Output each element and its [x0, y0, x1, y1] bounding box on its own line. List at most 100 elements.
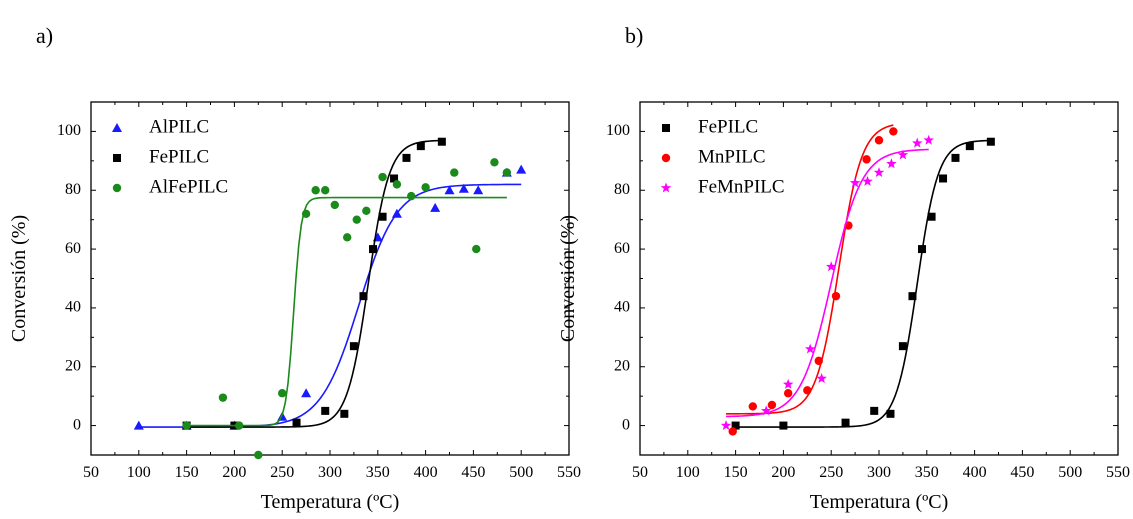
data-point: [927, 212, 936, 221]
data-point: [407, 191, 416, 201]
data-point: [292, 418, 301, 427]
x-tick-label: 100: [676, 464, 700, 481]
data-point: [340, 409, 349, 418]
fit-curve-FePILC: [735, 139, 991, 428]
y-tick-label: 60: [614, 240, 630, 257]
data-point: [728, 427, 737, 436]
x-tick-label: 300: [867, 464, 891, 481]
x-tick-label: 500: [509, 464, 533, 481]
x-tick-label: 500: [1058, 464, 1082, 481]
x-tick-label: 550: [557, 464, 581, 481]
data-point: [390, 174, 399, 183]
data-point: [862, 155, 871, 164]
data-point: [458, 183, 469, 193]
data-point: [782, 378, 794, 389]
y-tick-label: 80: [614, 181, 630, 198]
fit-curve-MnPILC: [726, 124, 894, 415]
y-tick-label: 100: [606, 122, 630, 139]
data-point: [254, 450, 263, 460]
fit-curve-FePILC: [186, 139, 442, 428]
legend-marker-MnPILC: [661, 153, 671, 163]
x-tick-label: 250: [819, 464, 843, 481]
data-point: [779, 421, 788, 430]
x-axis-title: Temperatura (ºC): [810, 491, 949, 513]
fit-curve-AlPILC: [138, 183, 522, 428]
data-point: [912, 137, 923, 148]
x-tick-label: 450: [1010, 464, 1034, 481]
y-tick-label: 100: [57, 122, 81, 139]
data-point: [359, 292, 368, 301]
y-tick-label: 40: [614, 299, 630, 316]
x-tick-label: 350: [366, 464, 390, 481]
data-point: [218, 393, 228, 402]
data-point: [731, 421, 740, 430]
data-point: [278, 389, 287, 398]
data-point: [301, 388, 312, 398]
y-tick-label: 0: [73, 416, 81, 433]
data-point: [908, 292, 917, 301]
data-point: [886, 409, 895, 418]
data-point: [362, 206, 371, 216]
data-point: [430, 202, 441, 212]
x-tick-label: 50: [83, 464, 99, 481]
fit-curve-AlFePILC: [186, 196, 507, 427]
data-point: [760, 405, 772, 416]
data-point: [321, 186, 330, 195]
series-AlFePILC: [182, 158, 512, 460]
data-point: [301, 209, 311, 218]
x-tick-label: 400: [963, 464, 987, 481]
x-tick-label: 150: [724, 464, 748, 481]
series-FeMnPILC: [720, 134, 934, 431]
data-point: [986, 137, 995, 146]
legend-label: FePILC: [698, 116, 758, 137]
data-point: [330, 200, 339, 210]
data-point: [437, 137, 446, 146]
data-point: [391, 208, 402, 218]
data-point: [378, 212, 387, 221]
data-point: [886, 158, 897, 169]
data-point: [444, 185, 455, 195]
y-tick-label: 80: [65, 181, 81, 198]
legend-marker-AlFePILC: [112, 183, 122, 193]
data-point: [352, 215, 361, 224]
data-point: [814, 356, 823, 366]
x-tick-label: 250: [270, 464, 294, 481]
legend-marker-FeMnPILC: [660, 182, 672, 193]
series-FePILC: [731, 137, 995, 430]
x-tick-label: 350: [915, 464, 939, 481]
data-point: [182, 421, 191, 430]
legend-label: AlPILC: [149, 116, 209, 137]
data-point: [402, 153, 411, 162]
data-point: [862, 175, 873, 186]
legend-marker-FePILC: [113, 154, 121, 162]
data-point: [748, 402, 758, 411]
y-tick-label: 20: [65, 357, 81, 374]
fit-curve-FeMnPILC: [726, 148, 929, 418]
data-point: [321, 406, 330, 415]
data-point: [803, 386, 812, 395]
x-tick-label: 200: [222, 464, 246, 481]
legend-label: MnPILC: [698, 146, 766, 167]
data-point: [369, 245, 378, 254]
data-point: [378, 172, 387, 182]
data-point: [392, 180, 402, 189]
x-tick-label: 50: [632, 464, 648, 481]
data-point: [951, 153, 960, 162]
data-point: [783, 389, 793, 398]
x-tick-label: 200: [771, 464, 795, 481]
data-point: [918, 245, 927, 254]
panel-b: b) 50 100 150 200 250 300 350 400 450 500 550 0 20 40 6…: [557, 23, 1130, 513]
data-point: [873, 167, 885, 178]
x-tick-label: 300: [318, 464, 342, 481]
panel-label: a): [36, 23, 53, 48]
series-AlPILC: [133, 164, 527, 430]
panel-label: b): [625, 23, 643, 48]
data-point: [831, 291, 841, 301]
data-point: [421, 183, 430, 192]
x-tick-label: 400: [414, 464, 438, 481]
data-point: [720, 420, 732, 431]
data-point: [516, 164, 527, 174]
data-point: [767, 400, 777, 410]
data-point: [343, 233, 352, 242]
